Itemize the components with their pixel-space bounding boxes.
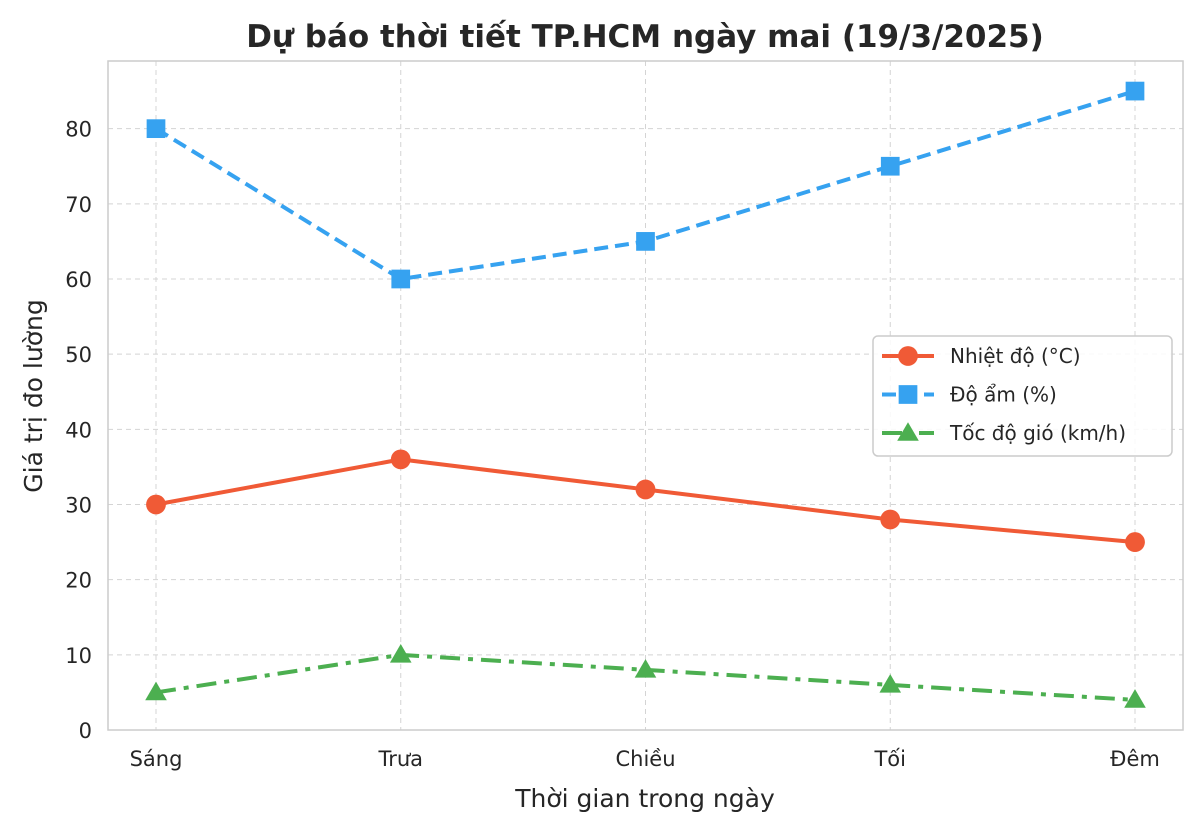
chart-title: Dự báo thời tiết TP.HCM ngày mai (19/3/2… (246, 19, 1044, 55)
data-point (1125, 532, 1145, 552)
legend-item: Tốc độ gió (km/h) (882, 421, 1126, 445)
x-axis-label: Thời gian trong ngày (514, 784, 775, 813)
legend-label: Độ ẩm (%) (950, 383, 1057, 407)
y-tick-label: 80 (65, 118, 92, 142)
legend-marker (898, 346, 918, 366)
data-point (1124, 689, 1146, 708)
legend: Nhiệt độ (°C) Độ ẩm (%) Tốc độ gió (km/h) (872, 335, 1173, 457)
y-tick-label: 70 (65, 193, 92, 217)
data-point (879, 674, 902, 693)
series-2 (145, 644, 1146, 708)
data-point (146, 119, 166, 139)
legend-label: Tốc độ gió (km/h) (949, 421, 1126, 445)
y-tick-label: 20 (65, 569, 92, 593)
data-point (634, 659, 657, 678)
series-0 (146, 449, 1145, 552)
series-1 (146, 81, 1145, 289)
x-tick-label: Trưa (377, 747, 423, 771)
data-point (389, 644, 412, 663)
data-point (880, 156, 900, 176)
x-tick-label: Tối (873, 747, 906, 771)
legend-marker (898, 385, 918, 404)
data-point (880, 509, 901, 530)
legend-marker (897, 422, 919, 441)
data-point (636, 232, 655, 251)
data-point (390, 449, 411, 470)
y-tick-label: 50 (65, 343, 92, 367)
data-point (145, 681, 167, 701)
legend-box (872, 335, 1173, 457)
y-axis-ticks: 0 10 20 30 40 50 60 70 80 (65, 118, 92, 743)
x-tick-label: Chiều (615, 747, 675, 771)
y-axis-label: Giá trị đo lường (19, 299, 48, 492)
y-tick-label: 0 (79, 719, 92, 743)
y-tick-label: 30 (65, 493, 92, 517)
data-point (391, 269, 411, 289)
y-tick-label: 40 (65, 418, 92, 442)
x-tick-label: Đêm (1110, 747, 1160, 771)
plot-frame (107, 60, 1184, 731)
legend-item: Độ ẩm (%) (882, 383, 1057, 407)
data-point (635, 479, 656, 500)
x-axis-ticks: Sáng Trưa Chiều Tối Đêm (130, 747, 1160, 771)
y-tick-label: 10 (65, 644, 92, 668)
legend-item: Nhiệt độ (°C) (882, 344, 1081, 368)
data-point (1125, 81, 1145, 101)
series-group (145, 81, 1146, 708)
x-tick-label: Sáng (130, 747, 183, 771)
legend-label: Nhiệt độ (°C) (950, 344, 1081, 368)
y-tick-label: 60 (65, 268, 92, 292)
data-point (146, 494, 166, 515)
